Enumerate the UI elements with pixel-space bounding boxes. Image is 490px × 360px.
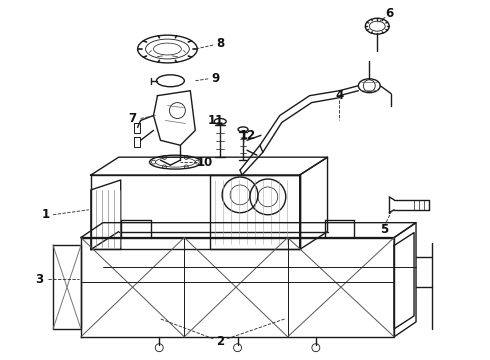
Text: 5: 5 [380, 223, 389, 236]
Text: 12: 12 [240, 129, 256, 142]
Text: 3: 3 [35, 273, 43, 286]
Text: 1: 1 [42, 208, 50, 221]
Text: 9: 9 [211, 72, 220, 85]
Text: 8: 8 [216, 37, 224, 50]
Text: 4: 4 [335, 89, 343, 102]
Text: 7: 7 [128, 112, 137, 125]
Text: 11: 11 [208, 114, 224, 127]
Text: 10: 10 [197, 156, 213, 168]
Text: 2: 2 [216, 335, 224, 348]
Text: 6: 6 [385, 7, 393, 20]
